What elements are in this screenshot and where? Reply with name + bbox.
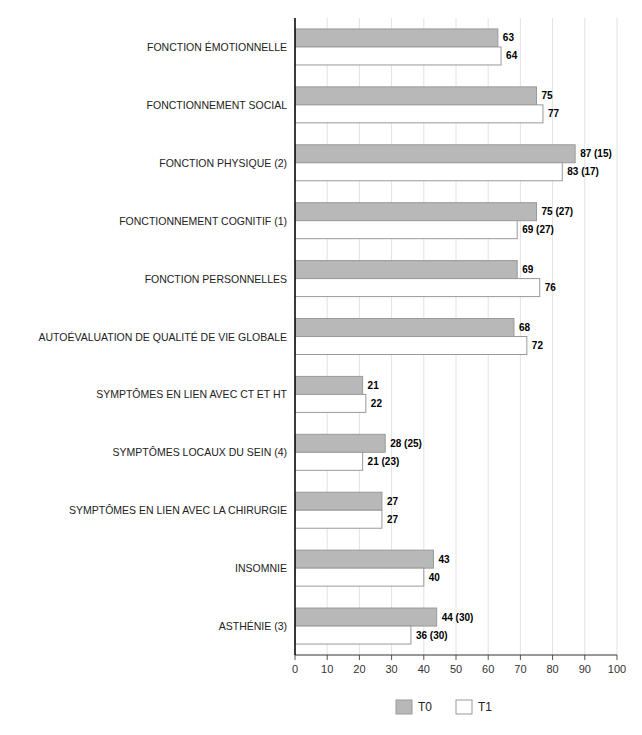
data-label: 22	[371, 398, 383, 409]
bar	[295, 29, 498, 47]
tick-mark	[295, 655, 296, 660]
bar	[295, 452, 363, 470]
tick-label: 100	[608, 663, 626, 675]
data-labels: 44 (30) 43 27 28 (25) 21 68 69 75 (27) 87 (15) 75…	[368, 32, 612, 640]
bar	[295, 87, 537, 105]
grid-line	[295, 18, 296, 655]
data-label: 27	[387, 496, 399, 507]
bar	[295, 626, 411, 644]
tick-mark	[552, 655, 553, 660]
bar	[295, 492, 382, 510]
tick-label: 0	[292, 663, 298, 675]
data-label: 21 (23)	[368, 456, 400, 467]
tick-mark	[423, 655, 424, 660]
bar	[295, 608, 437, 626]
legend-label: T1	[478, 700, 492, 714]
data-label: 68	[519, 322, 531, 333]
tick-label: 80	[546, 663, 558, 675]
chart-container: 0 10 20 30 40 50 60 70 80 90 100 44 (30) 43 27 28 (25)…	[0, 0, 642, 735]
bar	[295, 279, 540, 297]
bar	[295, 145, 575, 163]
data-label: 43	[438, 554, 450, 565]
tick-mark	[456, 655, 457, 660]
data-label: 72	[532, 340, 544, 351]
tick-label: 90	[579, 663, 591, 675]
data-label: 77	[548, 108, 560, 119]
category-label: SYMPTÔMES EN LIEN AVEC CT ET HT	[96, 388, 287, 400]
category-label: AUTOÉVALUATION DE QUALITÉ DE VIE GLOBALE	[38, 331, 287, 343]
tick-mark	[520, 655, 521, 660]
data-label: 28 (25)	[390, 438, 422, 449]
bar	[295, 550, 433, 568]
legend-swatch	[396, 700, 412, 714]
data-label: 69 (27)	[522, 224, 554, 235]
bar	[295, 394, 366, 412]
legend-swatch	[456, 700, 472, 714]
bar	[295, 319, 514, 337]
tick-mark	[391, 655, 392, 660]
grid-line	[584, 18, 585, 655]
bar	[295, 337, 527, 355]
data-label: 21	[368, 380, 380, 391]
x-axis: 0 10 20 30 40 50 60 70 80 90 100	[292, 655, 626, 675]
bar	[295, 376, 363, 394]
category-label: SYMPTÔMES LOCAUX DU SEIN (4)	[113, 446, 287, 458]
tick-mark	[359, 655, 360, 660]
bar	[295, 434, 385, 452]
tick-label: 10	[321, 663, 333, 675]
data-label: 83 (17)	[567, 166, 599, 177]
chart-svg: 0 10 20 30 40 50 60 70 80 90 100 44 (30) 43 27 28 (25)…	[0, 0, 642, 735]
bar	[295, 203, 537, 221]
category-label: FONCTION PHYSIQUE (2)	[159, 157, 287, 169]
data-label: 40	[429, 572, 441, 583]
tick-label: 20	[353, 663, 365, 675]
category-label: ASTHÉNIE (3)	[219, 620, 287, 632]
bar	[295, 221, 517, 239]
tick-mark	[327, 655, 328, 660]
bar	[295, 261, 517, 279]
y-axis: ASTHÉNIE (3) INSOMNIE SYMPTÔMES EN LIEN AV…	[38, 41, 287, 632]
data-label: 64	[506, 50, 518, 61]
category-label: SYMPTÔMES EN LIEN AVEC LA CHIRURGIE	[69, 504, 287, 516]
category-label: FONCTIONNEMENT SOCIAL	[147, 99, 288, 111]
data-label: 63	[503, 32, 515, 43]
category-label: FONCTION PERSONNELLES	[145, 273, 287, 285]
grid	[295, 18, 617, 655]
category-label: FONCTIONNEMENT COGNITIF (1)	[119, 215, 287, 227]
bar	[295, 510, 382, 528]
bar	[295, 568, 424, 586]
tick-label: 70	[514, 663, 526, 675]
zero-line	[294, 18, 296, 655]
bar	[295, 163, 562, 181]
data-label: 36 (30)	[416, 630, 448, 641]
data-label: 87 (15)	[580, 148, 612, 159]
grid-line	[617, 18, 618, 655]
bar	[295, 105, 543, 123]
tick-mark	[488, 655, 489, 660]
tick-label: 30	[385, 663, 397, 675]
category-label: FONCTION ÉMOTIONNELLE	[147, 41, 287, 53]
data-label: 75 (27)	[542, 206, 574, 217]
tick-mark	[617, 655, 618, 660]
data-label: 75	[542, 90, 554, 101]
data-label: 44 (30)	[442, 612, 474, 623]
tick-label: 60	[482, 663, 494, 675]
data-label: 69	[522, 264, 534, 275]
legend: T0 T1	[396, 700, 492, 714]
tick-mark	[584, 655, 585, 660]
x-axis-line	[295, 655, 617, 656]
data-label: 27	[387, 514, 399, 525]
legend-label: T0	[418, 700, 432, 714]
category-label: INSOMNIE	[235, 562, 287, 574]
tick-label: 40	[418, 663, 430, 675]
tick-label: 50	[450, 663, 462, 675]
bars	[295, 29, 575, 644]
bar	[295, 47, 501, 65]
data-label: 76	[545, 282, 557, 293]
